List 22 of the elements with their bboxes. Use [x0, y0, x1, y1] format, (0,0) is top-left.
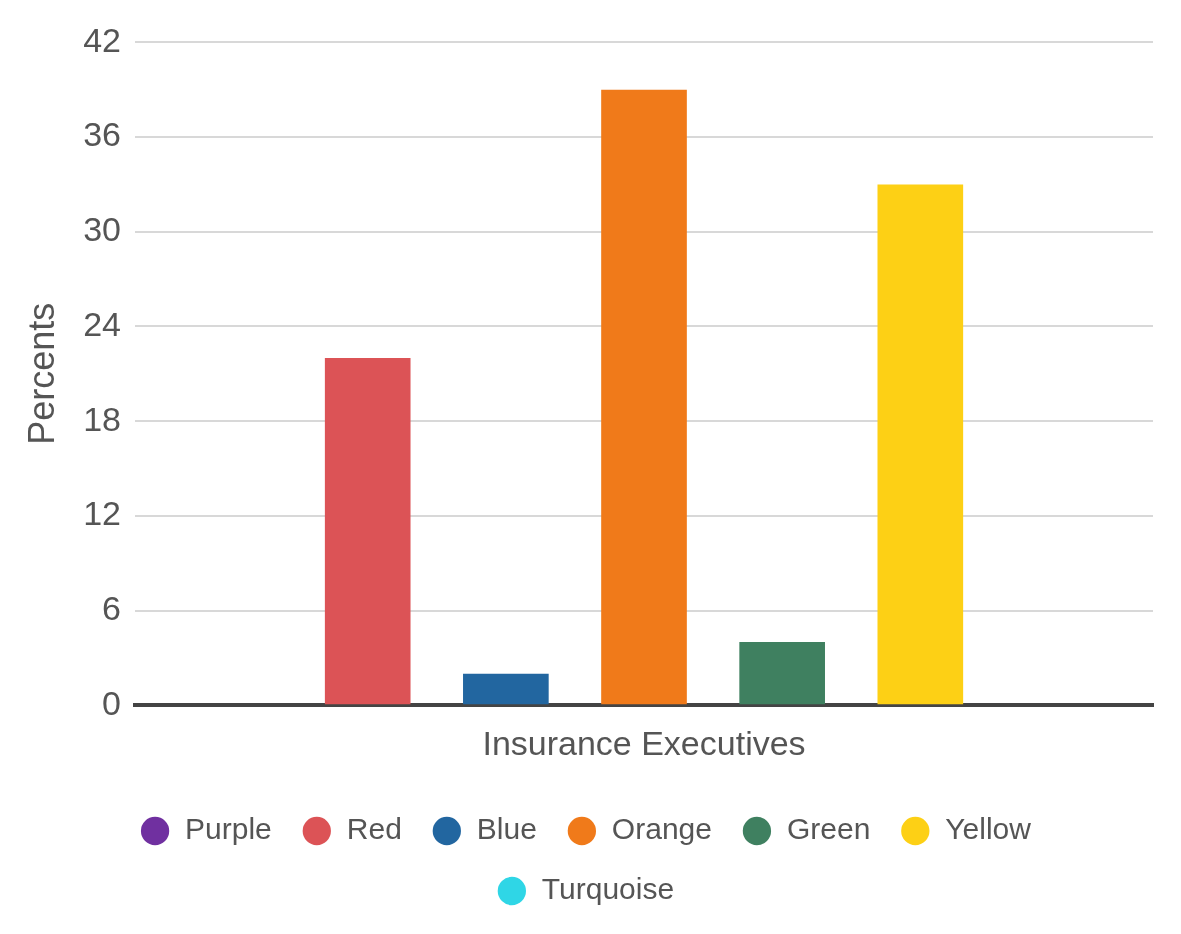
legend-label: Turquoise — [541, 872, 675, 906]
bar — [601, 89, 687, 705]
legend-label: Blue — [476, 812, 537, 846]
y-tick-label: 36 — [83, 115, 122, 154]
bar — [877, 184, 964, 705]
y-tick-label: 18 — [83, 399, 122, 438]
y-tick-label: 12 — [83, 494, 122, 533]
legend-label: Green — [786, 812, 871, 846]
legend-label: Red — [346, 812, 402, 846]
y-tick-label: 42 — [83, 20, 122, 59]
y-tick-label: 0 — [102, 683, 122, 722]
legend-label: Yellow — [945, 812, 1032, 846]
bar — [739, 642, 825, 705]
legend-label: Orange — [611, 812, 712, 846]
y-tick-label: 30 — [83, 210, 122, 249]
x-tick-label: Insurance Executives — [482, 723, 806, 762]
legend-label: Purple — [185, 812, 272, 846]
y-axis-title: Percents — [20, 302, 62, 445]
bar — [463, 673, 549, 705]
y-tick-label: 24 — [83, 304, 122, 343]
bar — [324, 358, 411, 705]
y-tick-label: 6 — [102, 588, 122, 627]
